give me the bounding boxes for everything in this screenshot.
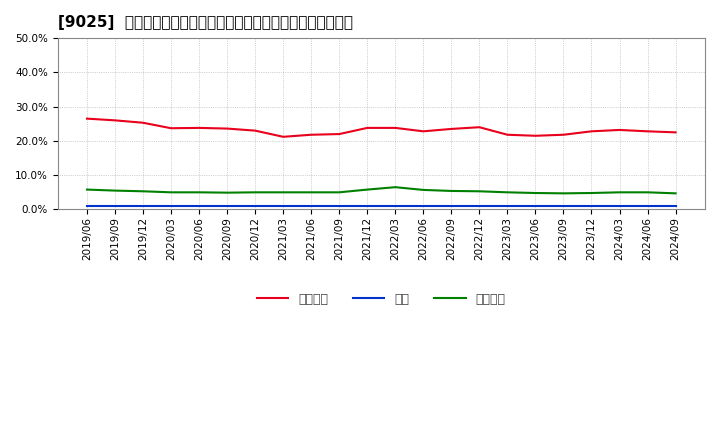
Line: 売上債権: 売上債権 bbox=[87, 119, 675, 137]
買入債務 bbox=[195, 190, 204, 195]
売上債権 bbox=[279, 134, 287, 139]
売上債権 bbox=[167, 125, 176, 131]
売上債権 bbox=[503, 132, 512, 137]
在庫 bbox=[279, 203, 287, 209]
買入債務 bbox=[475, 189, 484, 194]
売上債権 bbox=[363, 125, 372, 131]
売上債権 bbox=[83, 116, 91, 121]
売上債権 bbox=[643, 128, 652, 134]
在庫 bbox=[222, 203, 231, 209]
売上債権 bbox=[335, 132, 343, 137]
在庫 bbox=[391, 203, 400, 209]
在庫 bbox=[588, 203, 596, 209]
売上債権 bbox=[447, 126, 456, 132]
在庫 bbox=[615, 203, 624, 209]
売上債権 bbox=[671, 130, 680, 135]
買入債務 bbox=[222, 190, 231, 195]
Legend: 売上債権, 在庫, 買入債務: 売上債権, 在庫, 買入債務 bbox=[252, 288, 510, 311]
買入債務 bbox=[111, 188, 120, 193]
売上債権 bbox=[111, 118, 120, 123]
買入債務 bbox=[335, 190, 343, 195]
在庫 bbox=[139, 203, 148, 209]
売上債権 bbox=[195, 125, 204, 131]
買入債務 bbox=[643, 190, 652, 195]
買入債務 bbox=[363, 187, 372, 192]
在庫 bbox=[503, 203, 512, 209]
売上債権 bbox=[307, 132, 315, 137]
在庫 bbox=[475, 203, 484, 209]
買入債務 bbox=[419, 187, 428, 193]
買入債務 bbox=[503, 190, 512, 195]
買入債務 bbox=[83, 187, 91, 192]
買入債務 bbox=[447, 188, 456, 194]
在庫 bbox=[363, 203, 372, 209]
買入債務 bbox=[671, 191, 680, 196]
買入債務 bbox=[559, 191, 568, 196]
売上債権 bbox=[588, 128, 596, 134]
Line: 買入債務: 買入債務 bbox=[87, 187, 675, 193]
売上債権 bbox=[139, 120, 148, 125]
買入債務 bbox=[531, 191, 540, 196]
在庫 bbox=[531, 203, 540, 209]
売上債権 bbox=[615, 127, 624, 132]
在庫 bbox=[111, 203, 120, 209]
売上債権 bbox=[531, 133, 540, 139]
売上債権 bbox=[251, 128, 259, 133]
在庫 bbox=[167, 203, 176, 209]
在庫 bbox=[251, 203, 259, 209]
売上債権 bbox=[222, 126, 231, 131]
買入債務 bbox=[139, 189, 148, 194]
売上債権 bbox=[419, 128, 428, 134]
買入債務 bbox=[391, 184, 400, 190]
買入債務 bbox=[588, 191, 596, 196]
売上債権 bbox=[559, 132, 568, 137]
在庫 bbox=[643, 203, 652, 209]
買入債務 bbox=[307, 190, 315, 195]
買入債務 bbox=[279, 190, 287, 195]
在庫 bbox=[447, 203, 456, 209]
買入債務 bbox=[167, 190, 176, 195]
在庫 bbox=[335, 203, 343, 209]
在庫 bbox=[671, 203, 680, 209]
売上債権 bbox=[391, 125, 400, 131]
在庫 bbox=[83, 203, 91, 209]
買入債務 bbox=[615, 190, 624, 195]
Text: [9025]  売上債権、在庫、買入債務の総資産に対する比率の推移: [9025] 売上債権、在庫、買入債務の総資産に対する比率の推移 bbox=[58, 15, 353, 30]
在庫 bbox=[419, 203, 428, 209]
在庫 bbox=[307, 203, 315, 209]
在庫 bbox=[559, 203, 568, 209]
在庫 bbox=[195, 203, 204, 209]
買入債務 bbox=[251, 190, 259, 195]
売上債権 bbox=[475, 125, 484, 130]
